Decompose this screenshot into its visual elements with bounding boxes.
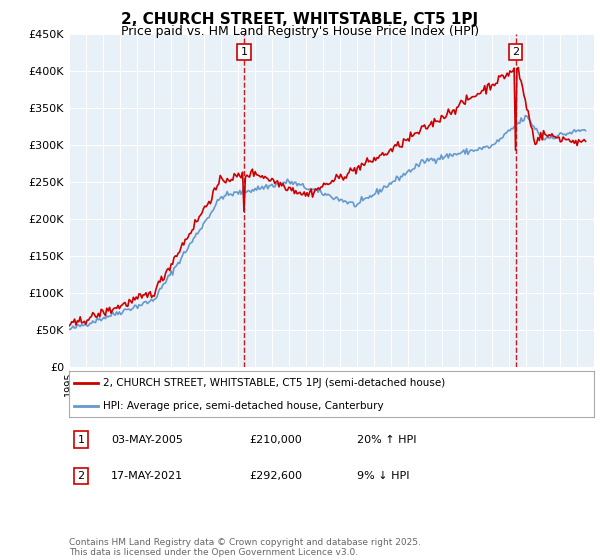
Text: 20% ↑ HPI: 20% ↑ HPI xyxy=(357,435,416,445)
Text: 2: 2 xyxy=(77,471,85,481)
Text: 2, CHURCH STREET, WHITSTABLE, CT5 1PJ: 2, CHURCH STREET, WHITSTABLE, CT5 1PJ xyxy=(121,12,479,27)
Text: 9% ↓ HPI: 9% ↓ HPI xyxy=(357,471,409,481)
Text: HPI: Average price, semi-detached house, Canterbury: HPI: Average price, semi-detached house,… xyxy=(103,401,384,410)
Text: Contains HM Land Registry data © Crown copyright and database right 2025.
This d: Contains HM Land Registry data © Crown c… xyxy=(69,538,421,557)
Text: 2: 2 xyxy=(512,47,519,57)
Text: 1: 1 xyxy=(77,435,85,445)
Text: 17-MAY-2021: 17-MAY-2021 xyxy=(111,471,183,481)
Text: £210,000: £210,000 xyxy=(249,435,302,445)
Text: 1: 1 xyxy=(241,47,247,57)
Text: £292,600: £292,600 xyxy=(249,471,302,481)
Text: 03-MAY-2005: 03-MAY-2005 xyxy=(111,435,183,445)
Text: 2, CHURCH STREET, WHITSTABLE, CT5 1PJ (semi-detached house): 2, CHURCH STREET, WHITSTABLE, CT5 1PJ (s… xyxy=(103,378,445,388)
Text: Price paid vs. HM Land Registry's House Price Index (HPI): Price paid vs. HM Land Registry's House … xyxy=(121,25,479,38)
